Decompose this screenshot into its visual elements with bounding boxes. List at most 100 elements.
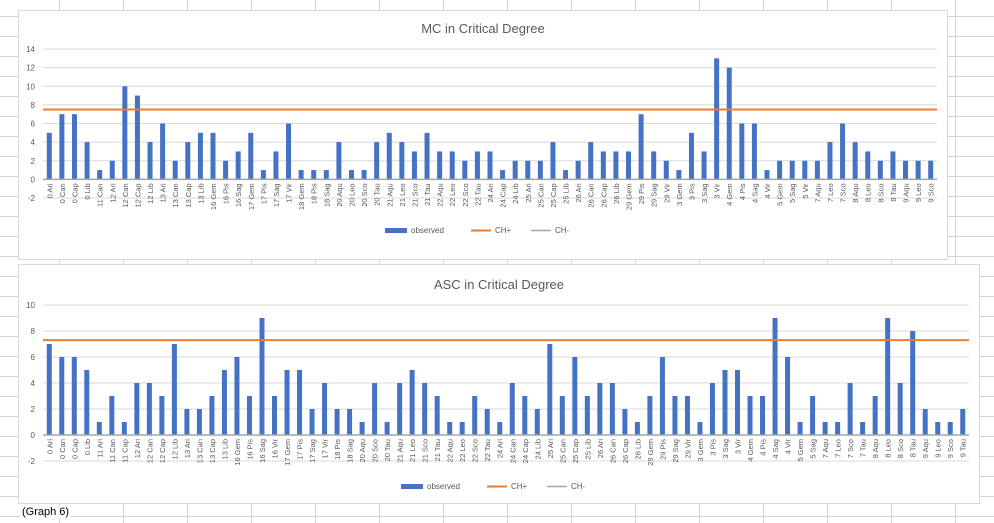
x-tick-label: 26 Ari — [596, 439, 605, 459]
bar — [537, 160, 543, 180]
bar — [697, 422, 703, 435]
x-tick-label: 0 Ari — [45, 439, 54, 454]
x-tick-label: 12 Ari — [108, 183, 117, 203]
bar — [109, 160, 115, 180]
bar — [509, 383, 515, 435]
bar — [638, 114, 644, 180]
bar — [221, 370, 227, 435]
x-tick-label: 20 Aqu — [358, 439, 367, 462]
x-tick-label: 29 Vir — [662, 183, 671, 203]
x-tick-label: 16 Sag — [258, 439, 267, 463]
x-tick-label: 18 Pis — [310, 183, 319, 204]
bar — [59, 357, 65, 435]
bar — [348, 170, 354, 180]
bar — [160, 123, 166, 180]
bar — [584, 396, 590, 435]
bar — [872, 396, 878, 435]
bar — [626, 151, 632, 180]
x-tick-label: 8 Aqu — [871, 439, 880, 458]
bar — [84, 142, 90, 180]
bar — [134, 383, 140, 435]
y-tick-label: 8 — [31, 327, 36, 336]
x-tick-label: 13 Ari — [159, 183, 168, 203]
y-tick-label: -2 — [28, 457, 36, 466]
x-tick-label: 25 Lib — [583, 439, 592, 459]
bar — [122, 86, 128, 180]
bar — [449, 151, 455, 180]
x-tick-label: 13 Lib — [196, 183, 205, 203]
x-tick-label: 5 Sag — [809, 439, 818, 459]
bar — [960, 409, 966, 435]
x-tick-label: 17 Pis — [259, 183, 268, 204]
x-tick-label: 21 Aqu — [396, 439, 405, 462]
x-tick-label: 25 Can — [536, 183, 545, 207]
legend-label-observed: observed — [411, 226, 444, 235]
bar — [835, 422, 841, 435]
x-tick-label: 12 Lib — [170, 439, 179, 459]
y-tick-label: 10 — [26, 301, 35, 310]
bar — [897, 383, 903, 435]
bar — [928, 160, 934, 180]
bar — [235, 151, 241, 180]
bar — [121, 422, 127, 435]
bar — [171, 344, 177, 435]
x-tick-label: 29 Gem — [625, 183, 634, 210]
bar — [559, 396, 565, 435]
x-tick-label: 24 Lib — [533, 439, 542, 459]
bar — [361, 170, 367, 180]
x-tick-label: 16 Pis — [245, 439, 254, 460]
bar — [97, 170, 103, 180]
bar — [659, 357, 665, 435]
bar — [347, 409, 353, 435]
bar — [272, 396, 277, 435]
bar — [286, 123, 292, 180]
x-tick-label: 26 Can — [587, 183, 596, 207]
x-tick-label: 21 Sco — [421, 439, 430, 462]
bar — [890, 151, 896, 180]
x-tick-label: 18 Sag — [322, 183, 331, 207]
x-tick-label: 13 Can — [171, 183, 180, 207]
x-tick-label: 4 Pis — [759, 439, 768, 456]
x-tick-label: 4 Sag — [750, 183, 759, 203]
x-tick-label: 16 Pis — [222, 183, 231, 204]
bar — [609, 383, 615, 435]
x-tick-label: 22 Leo — [448, 183, 457, 206]
x-tick-label: 5 Gem — [776, 183, 785, 206]
bar — [785, 357, 791, 435]
x-tick-label: 16 Vir — [271, 439, 280, 459]
bar — [672, 396, 678, 435]
x-tick-label: 17 Vir — [321, 439, 330, 459]
bar — [248, 132, 254, 180]
bar — [885, 318, 891, 435]
bar — [935, 422, 941, 435]
bar — [575, 160, 581, 180]
x-tick-label: 29 Sag — [671, 439, 680, 463]
bar — [459, 422, 465, 435]
bar — [71, 114, 77, 180]
bar — [735, 370, 740, 435]
y-tick-label: -2 — [28, 194, 36, 203]
bar — [472, 396, 478, 435]
x-tick-label: 21 Tau — [423, 183, 432, 205]
x-tick-label: 29 Sag — [650, 183, 659, 207]
x-tick-label: 9 Sco — [927, 183, 936, 202]
x-tick-label: 25 Cap — [549, 183, 558, 207]
x-tick-label: 25 Can — [558, 439, 567, 463]
bar — [197, 132, 203, 180]
asc-chart[interactable]: ASC in Critical Degree -2 0 2 4 6 8 10 0 Ari 0 Ca… — [18, 264, 980, 504]
x-tick-label: 12 Can — [121, 183, 130, 207]
x-tick-label: 20 Tau — [383, 439, 392, 461]
x-tick-label: 3 Gem — [675, 183, 684, 206]
x-tick-label: 0 Cap — [70, 439, 79, 459]
mc-chart[interactable]: MC in Critical Degree -2 0 2 4 6 8 10 12 14 0 Ari 0… — [18, 10, 948, 260]
x-tick-label: 29 Vir — [683, 439, 692, 459]
bar — [922, 409, 928, 435]
bar — [789, 160, 795, 180]
x-tick-label: 4 Pis — [738, 183, 747, 200]
bar — [399, 142, 405, 180]
x-tick-label: 21 Aqu — [385, 183, 394, 206]
legend-label-ch-minus: CH- — [571, 482, 586, 491]
bar — [259, 318, 265, 435]
x-tick-label: 11 Ari — [95, 439, 104, 458]
bar — [522, 396, 528, 435]
